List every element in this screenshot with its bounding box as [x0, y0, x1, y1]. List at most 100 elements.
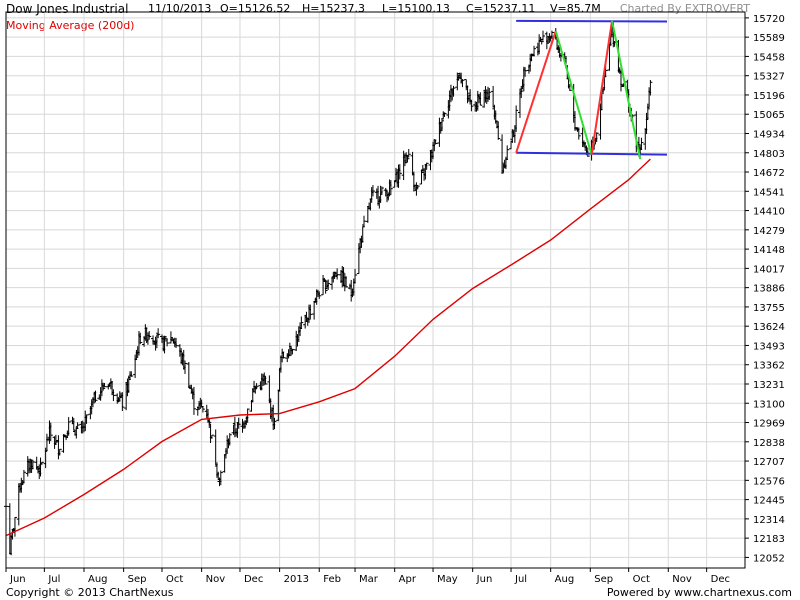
- ohlc-bar: [299, 316, 304, 329]
- ohlc-bar: [415, 184, 420, 190]
- ohlc-bar: [281, 352, 286, 359]
- y-tick-label: 12969: [753, 419, 785, 430]
- y-tick-label: 12576: [753, 476, 785, 487]
- powered-by-text: Powered by www.chartnexus.com: [606, 586, 792, 599]
- ohlc-bar: [567, 85, 572, 92]
- ohlc-bar: [168, 331, 173, 344]
- ohlc-bar: [48, 422, 53, 442]
- x-tick-label: Aug: [555, 574, 575, 585]
- ohlc-bar: [138, 332, 143, 345]
- x-tick-label: Jun: [9, 574, 26, 585]
- ohlc-bar: [163, 337, 168, 340]
- ohlc-bar: [218, 470, 223, 486]
- ohlc-bar: [84, 414, 89, 424]
- ohlc-bar: [191, 386, 196, 415]
- ohlc-bar: [147, 331, 152, 340]
- ohlc-bar: [510, 129, 515, 144]
- x-tick-label: Sep: [128, 574, 147, 585]
- ohlc-bar: [549, 30, 554, 39]
- ohlc-bar: [326, 279, 331, 290]
- y-tick-label: 13231: [753, 380, 785, 391]
- ohlc-bar: [165, 339, 170, 347]
- x-tick-label: Dec: [711, 574, 730, 585]
- ohlc-bar: [521, 66, 526, 92]
- ohlc-bar: [379, 186, 384, 196]
- ohlc-bar: [442, 112, 447, 117]
- ohlc-bar: [111, 389, 116, 402]
- ohlc-bar: [323, 279, 328, 294]
- ohlc-bar: [540, 30, 545, 41]
- ohlc-bar: [120, 392, 125, 411]
- x-tick-label: Jul: [514, 574, 527, 585]
- moving-average-legend: Moving Average (200d): [6, 19, 135, 32]
- up-leg-line: [515, 30, 557, 154]
- ohlc-bar: [308, 304, 313, 320]
- ohlc-bar: [344, 276, 349, 288]
- ohlc-bar: [156, 328, 161, 339]
- ohlc-bar: [290, 348, 295, 355]
- y-tick-label: 12838: [753, 438, 785, 449]
- ohlc-bar: [648, 79, 653, 96]
- ohlc-bar: [280, 348, 285, 363]
- x-tick-label: May: [437, 574, 458, 585]
- x-tick-label: Jul: [47, 574, 60, 585]
- x-tick-label: Dec: [244, 574, 263, 585]
- ohlc-bar: [66, 417, 71, 436]
- y-tick-label: 14017: [753, 264, 785, 275]
- ohlc-bar: [505, 145, 510, 160]
- y-tick-label: 12052: [753, 553, 785, 564]
- ohlc-bar: [208, 423, 213, 443]
- ohlc-bar: [312, 301, 317, 320]
- channel-resistance-line: [516, 19, 668, 23]
- ohlc-bar: [451, 85, 456, 97]
- x-tick-label: Sep: [594, 574, 613, 585]
- x-tick-label: Feb: [323, 574, 341, 585]
- ohlc-bar: [351, 278, 356, 296]
- ohlc-bar: [439, 118, 444, 132]
- ohlc-bar: [406, 149, 411, 158]
- down-leg-line: [554, 30, 593, 155]
- ohlc-bar: [532, 45, 537, 57]
- ohlc-bar: [460, 79, 465, 88]
- y-tick-label: 13886: [753, 284, 785, 295]
- ohlc-bar: [75, 422, 80, 430]
- x-tick-label: Mar: [359, 574, 379, 585]
- ohlc-bar: [335, 268, 340, 280]
- ohlc-bar: [56, 435, 61, 460]
- ohlc-bar: [491, 85, 496, 108]
- x-tick-label: Nov: [206, 574, 226, 585]
- y-tick-label: 13362: [753, 361, 785, 372]
- ohlc-bar: [433, 139, 438, 145]
- ohlc-bar: [478, 92, 483, 106]
- ohlc-bar: [213, 429, 218, 466]
- ohlc-bar: [487, 87, 492, 101]
- x-tick-label: Oct: [166, 574, 183, 585]
- ohlc-bar: [12, 516, 17, 537]
- y-tick-label: 13493: [753, 341, 785, 352]
- ohlc-bar: [523, 68, 528, 77]
- x-tick-label: Aug: [88, 574, 108, 585]
- ohlc-bar: [576, 127, 581, 140]
- y-tick-label: 12314: [753, 515, 785, 526]
- ohlc-bar: [182, 360, 187, 374]
- ohlc-bar: [388, 180, 393, 196]
- ohlc-bar: [539, 40, 544, 45]
- ohlc-bar: [102, 382, 107, 388]
- y-tick-label: 15458: [753, 52, 785, 63]
- ohlc-bar: [496, 121, 501, 140]
- ohlc-bar: [129, 371, 134, 377]
- ohlc-bar: [30, 459, 35, 470]
- ohlc-bar: [245, 408, 250, 423]
- x-tick-label: Jun: [476, 574, 493, 585]
- ohlc-bar: [361, 215, 366, 228]
- ohlc-bar: [174, 337, 179, 349]
- plot-frame: [5, 11, 746, 569]
- ohlc-bar: [514, 105, 519, 132]
- y-tick-label: 15196: [753, 91, 785, 102]
- ohlc-bar: [93, 390, 98, 403]
- y-tick-label: 14934: [753, 129, 785, 140]
- ohlc-bar: [469, 99, 474, 112]
- x-tick-label: Apr: [399, 574, 417, 585]
